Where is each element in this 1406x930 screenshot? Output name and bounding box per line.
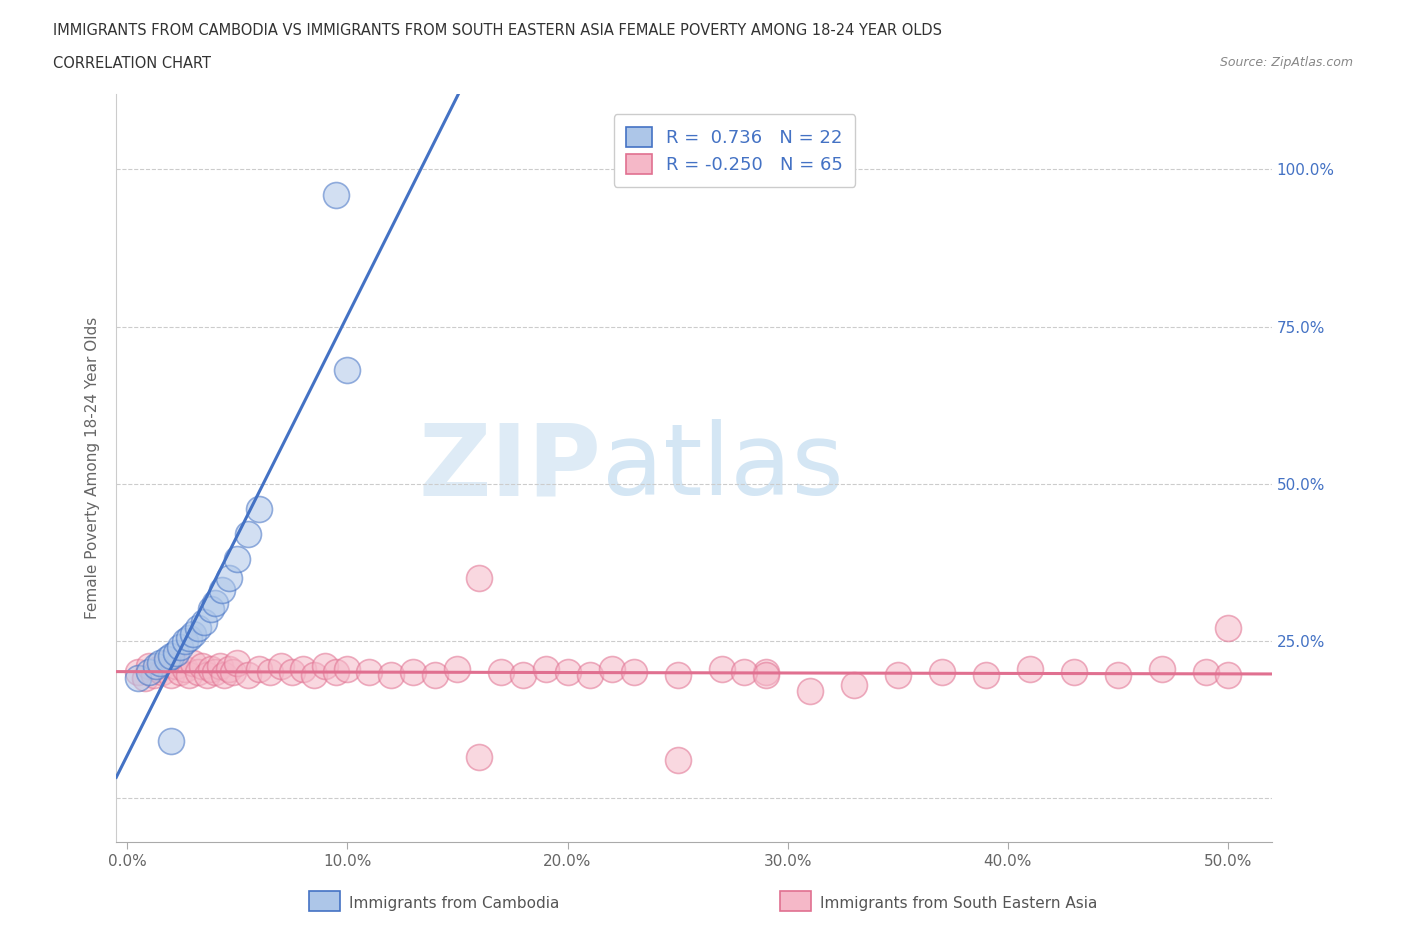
Point	[304, 668, 326, 683]
Text: Immigrants from South Eastern Asia: Immigrants from South Eastern Asia	[820, 896, 1097, 910]
Point	[134, 671, 156, 685]
Text: ZIP: ZIP	[419, 419, 602, 516]
Point	[325, 187, 347, 202]
Text: CORRELATION CHART: CORRELATION CHART	[53, 56, 211, 71]
Point	[165, 658, 187, 673]
Point	[181, 656, 204, 671]
Point	[733, 665, 755, 680]
Point	[177, 668, 200, 683]
Point	[169, 665, 191, 680]
Legend: R =  0.736   N = 22, R = -0.250   N = 65: R = 0.736 N = 22, R = -0.250 N = 65	[613, 114, 855, 187]
Point	[181, 627, 204, 642]
Point	[292, 661, 315, 676]
Point	[512, 668, 534, 683]
Point	[226, 656, 249, 671]
Point	[218, 661, 240, 676]
Point	[623, 665, 645, 680]
Point	[247, 661, 270, 676]
Point	[666, 668, 689, 683]
Point	[187, 665, 209, 680]
Point	[200, 602, 222, 617]
Point	[270, 658, 292, 673]
Point	[666, 752, 689, 767]
Point	[931, 665, 953, 680]
Point	[468, 750, 491, 764]
Point	[208, 658, 231, 673]
Text: atlas: atlas	[602, 419, 844, 516]
Point	[1216, 620, 1239, 635]
Text: IMMIGRANTS FROM CAMBODIA VS IMMIGRANTS FROM SOUTH EASTERN ASIA FEMALE POVERTY AM: IMMIGRANTS FROM CAMBODIA VS IMMIGRANTS F…	[53, 23, 942, 38]
Point	[127, 665, 149, 680]
Point	[191, 658, 214, 673]
Text: Immigrants from Cambodia: Immigrants from Cambodia	[349, 896, 560, 910]
Point	[359, 665, 381, 680]
Point	[247, 501, 270, 516]
Point	[200, 661, 222, 676]
Point	[1107, 668, 1129, 683]
Point	[138, 658, 160, 673]
Point	[127, 671, 149, 685]
Point	[160, 668, 183, 683]
Point	[1018, 661, 1040, 676]
Point	[799, 684, 821, 698]
Point	[325, 665, 347, 680]
Point	[211, 583, 233, 598]
Point	[259, 665, 281, 680]
Point	[218, 570, 240, 585]
Point	[173, 633, 195, 648]
Point	[238, 526, 260, 541]
Point	[238, 668, 260, 683]
Point	[145, 658, 167, 673]
Point	[1195, 665, 1218, 680]
Point	[165, 645, 187, 660]
Point	[402, 665, 425, 680]
Point	[142, 668, 165, 683]
Point	[226, 551, 249, 566]
Point	[755, 665, 778, 680]
Point	[152, 665, 174, 680]
Point	[314, 658, 336, 673]
Point	[578, 668, 600, 683]
Point	[169, 640, 191, 655]
Point	[149, 656, 172, 671]
Point	[336, 363, 359, 378]
Point	[1063, 665, 1085, 680]
Point	[974, 668, 997, 683]
Point	[557, 665, 579, 680]
Point	[491, 665, 513, 680]
Point	[600, 661, 623, 676]
Point	[195, 668, 218, 683]
Point	[534, 661, 557, 676]
Point	[187, 620, 209, 635]
Point	[204, 665, 226, 680]
Point	[468, 570, 491, 585]
Point	[425, 668, 447, 683]
Point	[281, 665, 304, 680]
Point	[177, 630, 200, 644]
Point	[146, 661, 169, 676]
Point	[156, 652, 179, 667]
Point	[446, 661, 468, 676]
Point	[222, 665, 245, 680]
Point	[380, 668, 402, 683]
Point	[336, 661, 359, 676]
Point	[1216, 668, 1239, 683]
Point	[138, 665, 160, 680]
Point	[204, 595, 226, 610]
Point	[193, 615, 215, 630]
Point	[710, 661, 733, 676]
Point	[886, 668, 908, 683]
Point	[156, 656, 179, 671]
Y-axis label: Female Poverty Among 18-24 Year Olds: Female Poverty Among 18-24 Year Olds	[86, 317, 100, 619]
Point	[212, 668, 235, 683]
Point	[173, 661, 195, 676]
Point	[160, 649, 183, 664]
Point	[755, 668, 778, 683]
Point	[1150, 661, 1173, 676]
Point	[160, 734, 183, 749]
Text: Source: ZipAtlas.com: Source: ZipAtlas.com	[1219, 56, 1353, 69]
Point	[842, 677, 865, 692]
